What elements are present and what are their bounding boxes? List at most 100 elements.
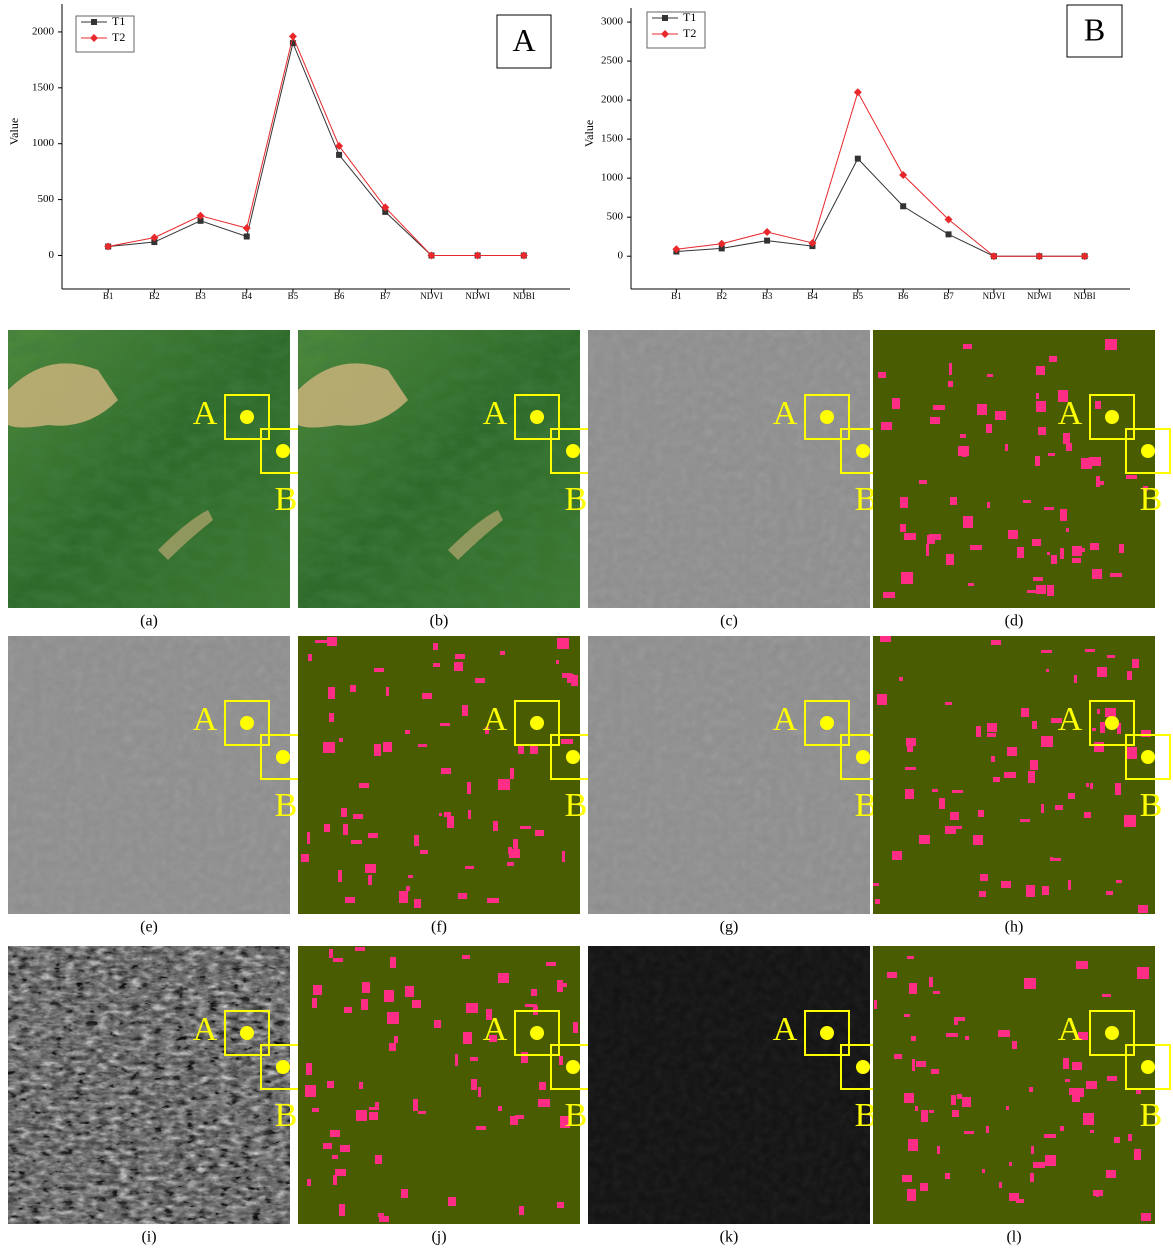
legend-label: T2: [683, 26, 696, 40]
change-pixel: [365, 864, 376, 873]
point: [197, 217, 204, 224]
change-pixel: [1045, 1155, 1056, 1166]
change-pixel: [351, 840, 362, 844]
change-pixel: [873, 883, 879, 886]
point: [336, 151, 343, 158]
change-pixel: [875, 899, 880, 904]
point: [473, 251, 482, 260]
change-pixel: [950, 826, 962, 829]
bare-land: [8, 363, 118, 428]
change-pixel: [559, 1056, 563, 1065]
change-pixel: [874, 1000, 877, 1009]
marker-box: [514, 1010, 560, 1056]
change-pixel: [1100, 722, 1105, 733]
change-pixel: [907, 956, 914, 959]
marker-dot: [566, 1060, 580, 1074]
change-pixel: [560, 1116, 570, 1128]
x-tick-label: B5: [853, 291, 864, 301]
change-pixel: [892, 398, 900, 409]
legend-label: T1: [683, 10, 696, 24]
change-pixel: [1089, 457, 1101, 466]
marker-label: B: [1140, 481, 1163, 518]
change-pixel: [906, 738, 916, 746]
change-pixel: [979, 891, 986, 897]
change-pixel: [422, 693, 432, 699]
change-pixel: [1066, 528, 1069, 532]
change-pixel: [1005, 444, 1008, 451]
marker-dot: [820, 1026, 834, 1040]
image-panel: AB: [298, 946, 596, 1224]
y-axis-label: Value: [7, 118, 21, 145]
change-pixel: [1032, 721, 1037, 729]
change-pixel: [1051, 718, 1062, 723]
change-pixel: [949, 363, 952, 375]
change-pixel: [899, 677, 903, 681]
panel-image: [298, 946, 580, 1224]
x-tick-label: B2: [149, 291, 160, 301]
change-pixel: [384, 990, 394, 1002]
marker-dot: [1141, 1060, 1155, 1074]
change-pixel: [954, 1017, 965, 1021]
marker-label: A: [193, 701, 218, 738]
marker-label: B: [565, 1097, 588, 1134]
change-pixel: [571, 675, 578, 686]
change-pixel: [489, 1035, 497, 1042]
change-pixel: [1138, 905, 1148, 913]
change-pixel: [980, 874, 988, 881]
change-pixel: [1063, 433, 1070, 444]
change-pixel: [908, 1139, 918, 1151]
change-pixel: [932, 789, 938, 792]
change-pixel: [1033, 1162, 1045, 1168]
change-pixel: [1060, 509, 1067, 521]
panel-caption: (d): [1005, 613, 1024, 630]
change-pixel: [919, 835, 930, 844]
change-pixel: [414, 899, 421, 908]
change-pixel: [1055, 805, 1063, 810]
change-pixel: [350, 685, 356, 692]
change-pixel: [1026, 885, 1035, 897]
change-pixel: [463, 1032, 472, 1044]
change-pixel: [1137, 967, 1149, 979]
x-tick-label: B6: [898, 291, 909, 301]
change-pixel: [1024, 978, 1036, 989]
change-pixel: [930, 417, 940, 424]
image-panel: AB: [8, 946, 306, 1224]
change-pixel: [901, 572, 913, 584]
change-pixel: [1033, 577, 1043, 581]
point: [242, 224, 251, 233]
marker-label: A: [1058, 1011, 1083, 1048]
change-pixel: [1068, 880, 1071, 890]
change-pixel: [1090, 543, 1099, 550]
change-pixel: [1012, 1041, 1017, 1049]
marker-box: [514, 700, 560, 746]
change-pixel: [1128, 1134, 1132, 1141]
series-line: [108, 41, 524, 256]
change-pixel: [1036, 401, 1046, 412]
change-pixel: [1092, 569, 1102, 579]
annotation-box: [496, 14, 552, 69]
change-pixel: [369, 1107, 379, 1110]
change-pixel: [1085, 649, 1095, 652]
point: [150, 233, 159, 242]
change-pixel: [418, 744, 427, 747]
marker-dot: [856, 750, 870, 764]
change-pixel: [486, 1009, 492, 1020]
change-pixel: [1028, 771, 1035, 783]
change-pixel: [301, 854, 309, 862]
change-pixel: [1044, 507, 1054, 510]
change-pixel: [952, 790, 963, 793]
change-pixel: [399, 891, 408, 903]
point: [427, 251, 436, 260]
change-pixel: [328, 687, 335, 699]
x-tick-label: B5: [288, 291, 299, 301]
change-pixel: [308, 654, 312, 661]
change-pixel: [894, 1054, 902, 1059]
marker-dot: [530, 410, 544, 424]
panel-caption: (e): [140, 919, 158, 936]
change-pixel: [1083, 1113, 1094, 1125]
change-pixel: [383, 742, 392, 752]
change-pixel: [573, 1022, 578, 1033]
marker-label: B: [855, 787, 878, 824]
change-pixel: [478, 1087, 481, 1097]
image-panel: AB: [8, 330, 306, 608]
